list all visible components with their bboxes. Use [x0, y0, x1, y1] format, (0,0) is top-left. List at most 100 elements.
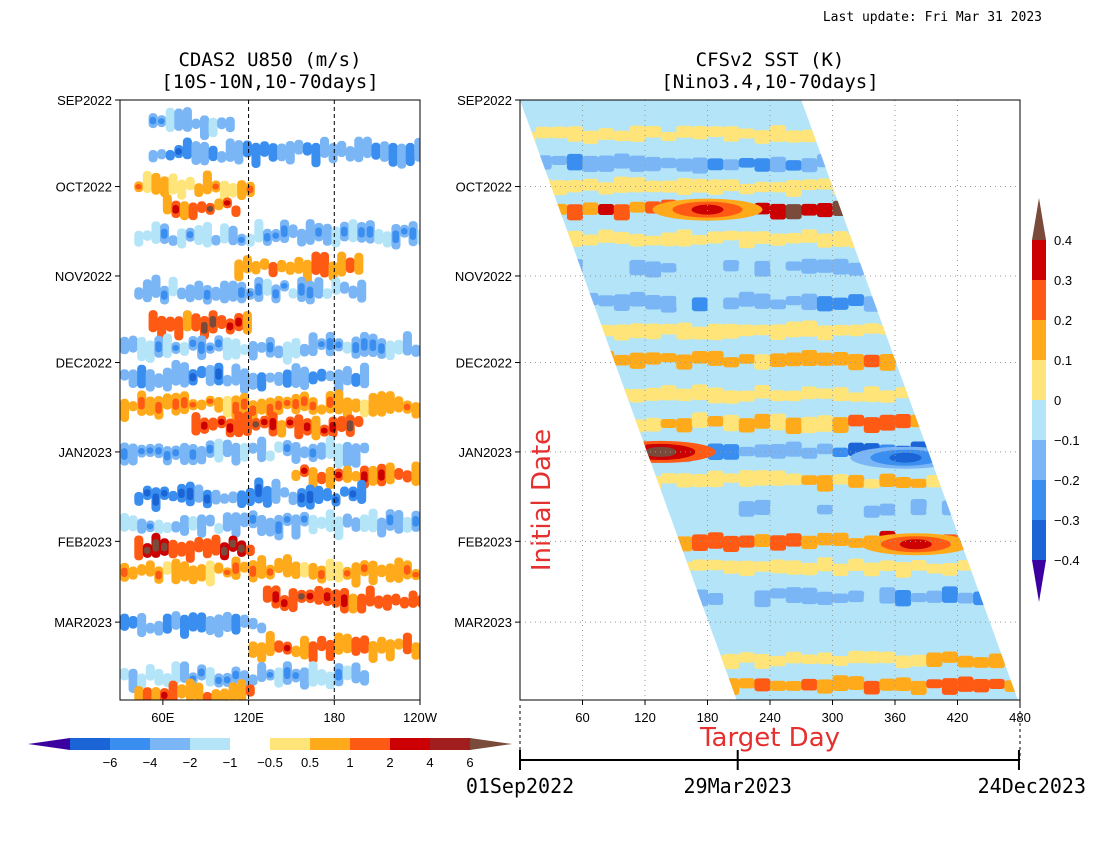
u850-core [161, 290, 168, 300]
sst-cell [613, 417, 630, 428]
u850-cell [320, 136, 330, 158]
u850-cell [128, 515, 138, 532]
sst-cell [801, 203, 818, 216]
u850-core [309, 448, 317, 458]
u850-core [172, 449, 179, 457]
sst-cell [645, 680, 662, 697]
u850-cell [325, 671, 335, 690]
u850-core [412, 516, 419, 527]
sst-cell [895, 677, 912, 691]
u850-cell [200, 141, 210, 166]
u850-core [269, 147, 277, 158]
sst-cell [660, 385, 677, 401]
u850-colorbar-box [230, 738, 271, 750]
u850-core [189, 373, 197, 382]
sst-cell [973, 441, 990, 458]
sst-cell [551, 296, 568, 306]
u850-cell [220, 493, 230, 504]
u850-cell [377, 391, 387, 417]
sst-cell [973, 205, 990, 216]
u850-cell [180, 362, 190, 388]
u850-core [315, 227, 322, 237]
sst-cell [816, 557, 833, 572]
sst-cell [598, 586, 615, 604]
sst-cell [707, 108, 724, 126]
u850-cell [194, 280, 204, 301]
sst-cell [707, 470, 724, 488]
sst-cell [566, 107, 583, 124]
u850-colorbar-label: 1 [346, 755, 353, 770]
sst-cell [879, 473, 896, 488]
sst-cell [629, 177, 646, 193]
sst-cell [598, 128, 615, 140]
u850-cell [217, 117, 227, 130]
u850-core [172, 344, 179, 351]
sst-cell [770, 299, 787, 310]
u850-grid [248, 100, 335, 700]
u850-cell [377, 517, 387, 538]
u850-cell [342, 665, 352, 681]
u850-cell [148, 310, 158, 333]
sst-cell [910, 349, 927, 365]
u850-cell [240, 614, 250, 628]
u850-core [121, 567, 128, 578]
sst-cell [879, 651, 896, 664]
sst-xlabel: Target Day [699, 723, 840, 753]
sst-cell [629, 352, 646, 369]
u850-core [203, 494, 211, 504]
sst-cell [1004, 109, 1018, 122]
u850-cell [402, 470, 412, 483]
sst-cell [801, 129, 818, 143]
sst-cell [910, 234, 927, 248]
u850-cell [257, 642, 267, 663]
timeline-label: 24Dec2023 [978, 774, 1086, 798]
u850-cell [177, 541, 187, 557]
sst-cell [707, 592, 724, 605]
u850-cell [382, 594, 392, 611]
sst-cell [895, 259, 912, 276]
u850-cell [137, 612, 147, 638]
u850-cell [351, 662, 361, 684]
u850-cell [257, 398, 267, 415]
u850-cell [314, 277, 324, 299]
u850-core [232, 401, 239, 415]
sst-cell [910, 181, 927, 193]
sst-cell [1004, 354, 1018, 368]
sst-cell [910, 414, 927, 428]
sst-cell [598, 501, 615, 518]
sst-cell [926, 679, 943, 689]
u850-core [155, 447, 162, 455]
u850-core [266, 671, 274, 678]
sst-cell [660, 232, 677, 247]
sst-cell [566, 296, 583, 307]
u850-core [178, 488, 185, 498]
u850-ytick-label: SEP2022 [57, 93, 112, 108]
sst-cell [895, 108, 912, 121]
sst-cell [691, 625, 708, 636]
u850-cell [120, 398, 130, 422]
sst-cell [785, 441, 802, 457]
sst-cell [551, 592, 568, 602]
u850-colorbar: −6 −4 −2 −1 −0.5 0.5 1 2 4 6 [28, 738, 512, 770]
u850-cell [220, 688, 230, 700]
u850-core [309, 374, 317, 382]
sst-cell [738, 501, 755, 517]
sst-cell [613, 531, 630, 545]
sst-cell [863, 182, 880, 195]
u850-cell [211, 234, 221, 246]
sst-ytick-label: MAR2023 [454, 615, 512, 630]
u850-core [143, 546, 151, 555]
sst-cell [754, 654, 771, 669]
u850-cell [342, 513, 352, 528]
sst-cell [801, 179, 818, 191]
sst-cell [957, 109, 974, 122]
sst-cell [848, 676, 865, 690]
sst-cell [848, 650, 865, 664]
u850-core [249, 514, 257, 524]
u850-cell [274, 667, 284, 688]
sst-cell [895, 589, 912, 607]
u850-cell [137, 564, 147, 576]
sst-cell [551, 203, 568, 215]
u850-cell [168, 235, 178, 246]
sst-cell [645, 417, 662, 432]
